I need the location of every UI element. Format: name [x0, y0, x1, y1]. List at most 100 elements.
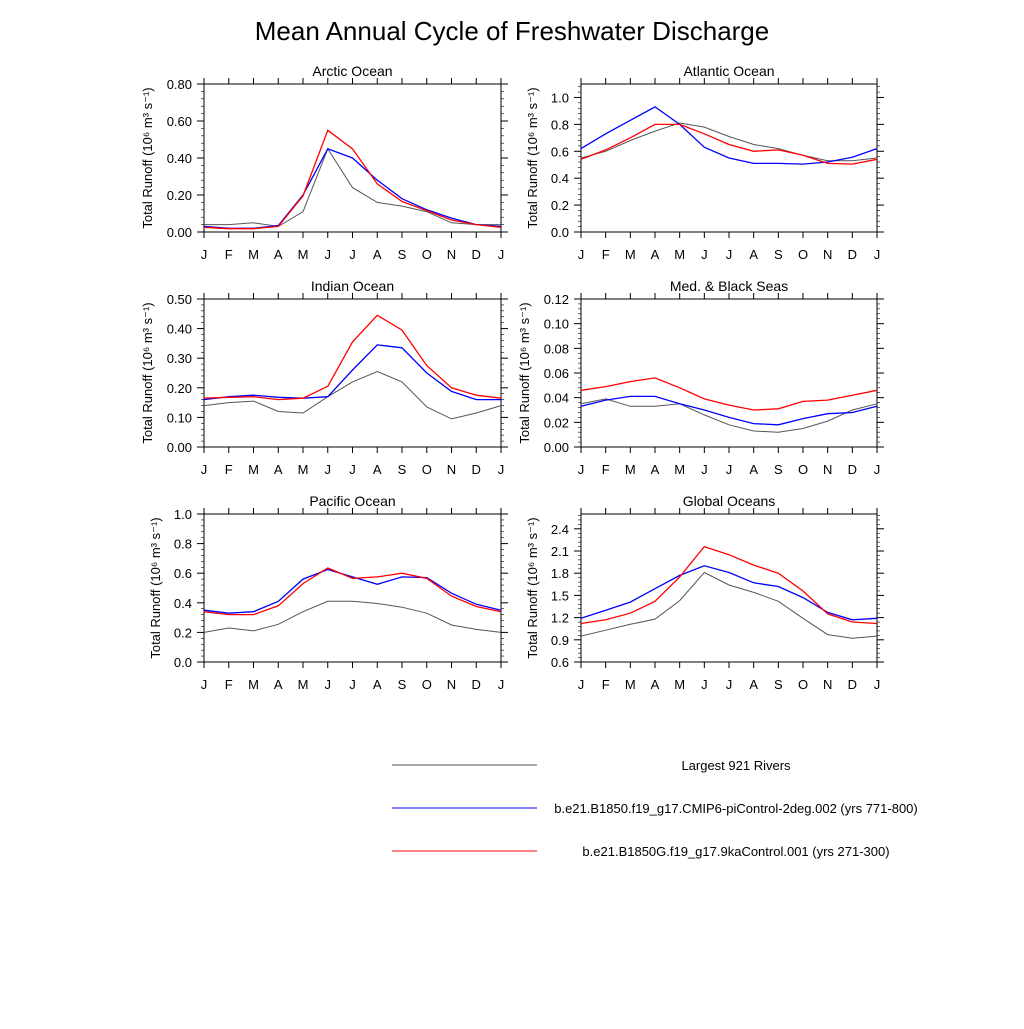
- x-tick-label: D: [472, 462, 481, 477]
- x-tick-label: N: [447, 462, 456, 477]
- y-tick-label: 0.6: [551, 144, 569, 159]
- series-line-2: [580, 106, 878, 165]
- x-tick-label: J: [498, 677, 505, 692]
- legend-label: Largest 921 Rivers: [681, 758, 791, 773]
- x-tick-label: O: [798, 247, 808, 262]
- x-tick-label: S: [398, 677, 407, 692]
- x-tick-label: J: [325, 677, 332, 692]
- x-tick-label: M: [674, 247, 685, 262]
- x-tick-label: J: [325, 462, 332, 477]
- legend-label: b.e21.B1850G.f19_g17.9kaControl.001 (yrs…: [582, 844, 889, 859]
- x-tick-label: M: [298, 247, 309, 262]
- x-tick-label: O: [798, 462, 808, 477]
- y-tick-label: 0.40: [167, 151, 192, 166]
- panel-title: Indian Ocean: [311, 278, 394, 294]
- x-tick-label: D: [848, 677, 857, 692]
- x-tick-label: A: [749, 247, 758, 262]
- y-tick-label: 0.12: [544, 292, 569, 307]
- y-tick-label: 0.0: [174, 655, 192, 670]
- legend-item: b.e21.B1850.f19_g17.CMIP6-piControl-2deg…: [392, 801, 918, 816]
- y-axis-label: Total Runoff (10⁶ m³ s⁻¹): [148, 517, 163, 658]
- y-tick-label: 0.00: [167, 225, 192, 240]
- x-tick-label: A: [749, 462, 758, 477]
- x-tick-label: A: [274, 247, 283, 262]
- x-tick-label: M: [298, 677, 309, 692]
- x-tick-label: A: [651, 462, 660, 477]
- x-tick-label: M: [625, 677, 636, 692]
- series-line-2: [580, 565, 878, 621]
- x-tick-label: F: [602, 247, 610, 262]
- x-tick-label: O: [422, 462, 432, 477]
- panel-title: Atlantic Ocean: [683, 63, 774, 79]
- x-tick-label: M: [248, 462, 259, 477]
- x-tick-label: J: [201, 462, 208, 477]
- x-tick-label: J: [201, 247, 208, 262]
- y-axis-label: Total Runoff (10⁶ m³ s⁻¹): [525, 87, 540, 228]
- y-axis-label: Total Runoff (10⁶ m³ s⁻¹): [517, 302, 532, 443]
- x-tick-label: J: [726, 677, 733, 692]
- x-tick-label: A: [373, 677, 382, 692]
- x-tick-label: S: [774, 462, 783, 477]
- y-tick-label: 0.8: [174, 537, 192, 552]
- x-tick-label: O: [422, 677, 432, 692]
- x-tick-label: F: [225, 677, 233, 692]
- y-tick-label: 1.0: [174, 507, 192, 522]
- x-tick-label: J: [498, 462, 505, 477]
- y-tick-label: 0.6: [551, 655, 569, 670]
- x-tick-label: J: [874, 462, 881, 477]
- x-tick-label: N: [823, 462, 832, 477]
- x-tick-label: A: [749, 677, 758, 692]
- y-tick-label: 0.00: [544, 440, 569, 455]
- x-tick-label: N: [823, 247, 832, 262]
- series-line-3: [580, 545, 878, 625]
- x-tick-label: J: [349, 462, 356, 477]
- legend-label: b.e21.B1850.f19_g17.CMIP6-piControl-2deg…: [554, 801, 918, 816]
- y-tick-label: 0.0: [551, 225, 569, 240]
- x-tick-label: D: [472, 677, 481, 692]
- y-tick-label: 0.8: [551, 117, 569, 132]
- x-tick-label: J: [578, 462, 585, 477]
- x-tick-label: J: [498, 247, 505, 262]
- y-tick-label: 0.20: [167, 188, 192, 203]
- x-tick-label: D: [472, 247, 481, 262]
- series-line-2: [580, 395, 878, 426]
- y-axis-label: Total Runoff (10⁶ m³ s⁻¹): [140, 302, 155, 443]
- y-tick-label: 0.9: [551, 633, 569, 648]
- series-line-1: [203, 370, 502, 420]
- x-tick-label: F: [225, 462, 233, 477]
- x-tick-label: A: [274, 462, 283, 477]
- series-line-3: [203, 129, 502, 230]
- x-tick-label: M: [674, 677, 685, 692]
- y-tick-label: 0.50: [167, 292, 192, 307]
- x-tick-label: A: [651, 247, 660, 262]
- x-tick-label: A: [274, 677, 283, 692]
- plot-frame: [203, 298, 502, 448]
- x-tick-label: J: [578, 677, 585, 692]
- x-tick-label: S: [398, 462, 407, 477]
- y-tick-label: 1.5: [551, 588, 569, 603]
- legend-item: Largest 921 Rivers: [392, 758, 791, 773]
- series-line-3: [580, 377, 878, 411]
- x-tick-label: S: [398, 247, 407, 262]
- x-tick-label: J: [726, 462, 733, 477]
- y-tick-label: 0.02: [544, 415, 569, 430]
- y-tick-label: 1.2: [551, 611, 569, 626]
- series-line-1: [204, 147, 501, 227]
- x-tick-label: O: [798, 677, 808, 692]
- series-line-1: [580, 398, 878, 433]
- series-line-2: [203, 344, 501, 401]
- plot-frame: [203, 513, 502, 663]
- panel-title: Global Oceans: [683, 493, 776, 509]
- y-tick-label: 0.60: [167, 114, 192, 129]
- y-tick-label: 1.0: [551, 90, 569, 105]
- x-tick-label: M: [625, 462, 636, 477]
- x-tick-label: J: [201, 677, 208, 692]
- x-tick-label: S: [774, 247, 783, 262]
- x-tick-label: D: [848, 462, 857, 477]
- legend-item: b.e21.B1850G.f19_g17.9kaControl.001 (yrs…: [392, 844, 890, 859]
